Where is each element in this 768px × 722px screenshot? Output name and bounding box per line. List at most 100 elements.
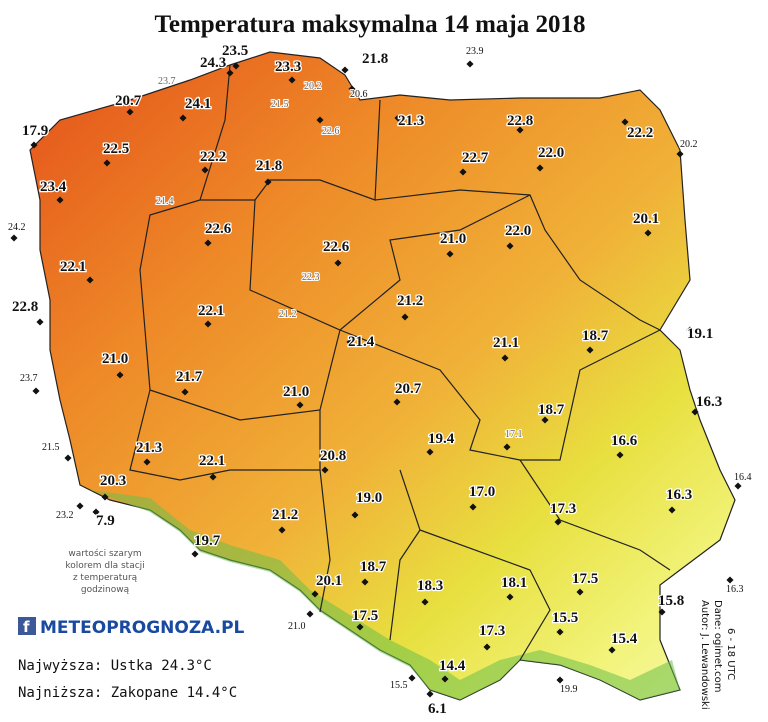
station-dot	[483, 643, 491, 651]
station-dot	[734, 482, 742, 490]
station-dot	[503, 443, 511, 451]
station-dot	[506, 242, 514, 250]
station-temperature: 19.1	[687, 326, 713, 342]
station-dot	[676, 150, 684, 158]
outer-station-temperature: 21.5	[42, 442, 60, 453]
station-temperature: 6.1	[428, 701, 447, 717]
station-temperature: 21.8	[256, 158, 282, 174]
station-dot	[341, 66, 349, 74]
station-temperature: 21.0	[283, 384, 309, 400]
hourly-station-temperature: 22.6	[322, 126, 340, 137]
hourly-station-temperature: 21.4	[156, 196, 174, 207]
station-dot	[288, 76, 296, 84]
hourly-station-temperature: 21.5	[271, 99, 289, 110]
station-dot	[30, 141, 38, 149]
station-temperature: 22.6	[323, 239, 350, 255]
station-temperature: 22.1	[199, 453, 225, 469]
station-dot	[311, 590, 319, 598]
station-dot	[686, 326, 694, 334]
station-dot	[201, 166, 209, 174]
station-temperature: 21.3	[398, 113, 424, 129]
station-dot	[351, 511, 359, 519]
station-dot	[536, 164, 544, 172]
station-dot	[516, 126, 524, 134]
station-temperature: 22.0	[505, 223, 531, 239]
station-temperature: 21.0	[102, 351, 128, 367]
stations: 24.323.5 23.3 21.8 20.7 24.1 17.9 21.3 22.8 22.2…	[7, 42, 753, 719]
station-dot	[346, 338, 354, 346]
station-dot	[576, 588, 584, 596]
station-dot	[726, 576, 734, 584]
hourly-station-temperature: 23.7	[158, 76, 176, 87]
outer-station-temperature: 24.2	[8, 222, 26, 233]
station-dot	[103, 159, 111, 167]
station-dot	[348, 85, 356, 93]
station-temperature: 17.0	[469, 484, 495, 500]
logo-text: METEOPROGNOZA.PL	[40, 618, 245, 638]
station-dot	[658, 608, 666, 616]
station-dot	[36, 318, 44, 326]
station-dot	[426, 690, 434, 698]
station-dot	[586, 346, 594, 354]
station-dot	[556, 628, 564, 636]
station-dot	[56, 196, 64, 204]
station-temperature: 22.2	[627, 125, 653, 141]
station-temperature: 21.2	[397, 293, 423, 309]
station-dot	[668, 506, 676, 514]
hourly-station-temperature: 17.1	[505, 429, 523, 440]
station-temperature: 20.1	[316, 573, 342, 589]
station-dot	[616, 451, 624, 459]
station-dot	[264, 178, 272, 186]
credit: Autor: J. Lewandowski	[699, 600, 710, 710]
station-dot	[334, 259, 342, 267]
station-temperature: 19.4	[428, 431, 455, 447]
hourly-station-temperature: 20.2	[304, 81, 322, 92]
credit: Dane: ogimet.com	[712, 600, 723, 692]
station-temperature: 22.0	[538, 145, 564, 161]
station-dot	[204, 239, 212, 247]
station-temperature: 17.5	[352, 608, 378, 624]
station-temperature: 21.0	[440, 231, 466, 247]
lowest: Najniższa: Zakopane 14.4°C	[18, 685, 237, 701]
outer-station-temperature: 16.3	[726, 584, 744, 595]
station-dot	[296, 401, 304, 409]
station-temperature: 22.8	[12, 299, 38, 315]
station-dot	[204, 320, 212, 328]
station-dot	[556, 676, 564, 684]
outer-station-temperature: 20.6	[350, 89, 368, 100]
station-temperature: 24.3	[200, 55, 226, 71]
station-dot	[209, 473, 217, 481]
station-dot	[86, 276, 94, 284]
station-dot	[32, 387, 40, 395]
station-dot	[64, 454, 72, 462]
hourly-station-temperature: 22.3	[302, 272, 320, 283]
station-dot	[501, 354, 509, 362]
station-temperature: 18.7	[360, 559, 387, 575]
station-temperature: 20.8	[320, 448, 346, 464]
station-dot	[76, 502, 84, 510]
station-dot	[226, 69, 234, 77]
station-dot	[608, 646, 616, 654]
station-temperature: 24.1	[185, 96, 211, 112]
note: wartości szarym kolorem dla stacji z tem…	[65, 548, 144, 595]
station-dot	[361, 578, 369, 586]
station-temperature: 19.0	[356, 490, 382, 506]
station-dot	[426, 448, 434, 456]
station-dot	[143, 458, 151, 466]
station-temperature: 17.3	[550, 501, 576, 517]
station-temperature: 18.7	[582, 328, 609, 344]
station-dot	[621, 118, 629, 126]
station-temperature: 16.3	[666, 487, 692, 503]
outer-station-temperature: 23.2	[56, 510, 74, 521]
station-dot	[401, 313, 409, 321]
station-temperature: 19.7	[194, 533, 221, 549]
station-temperature: 20.3	[100, 473, 126, 489]
station-dot	[181, 388, 189, 396]
outer-station-temperature: 19.9	[560, 684, 578, 695]
station-dot	[554, 518, 562, 526]
station-temperature: 22.2	[200, 149, 226, 165]
station-dot	[408, 674, 416, 682]
outer-station-temperature: 20.2	[680, 139, 698, 150]
station-temperature: 21.4	[348, 334, 375, 350]
